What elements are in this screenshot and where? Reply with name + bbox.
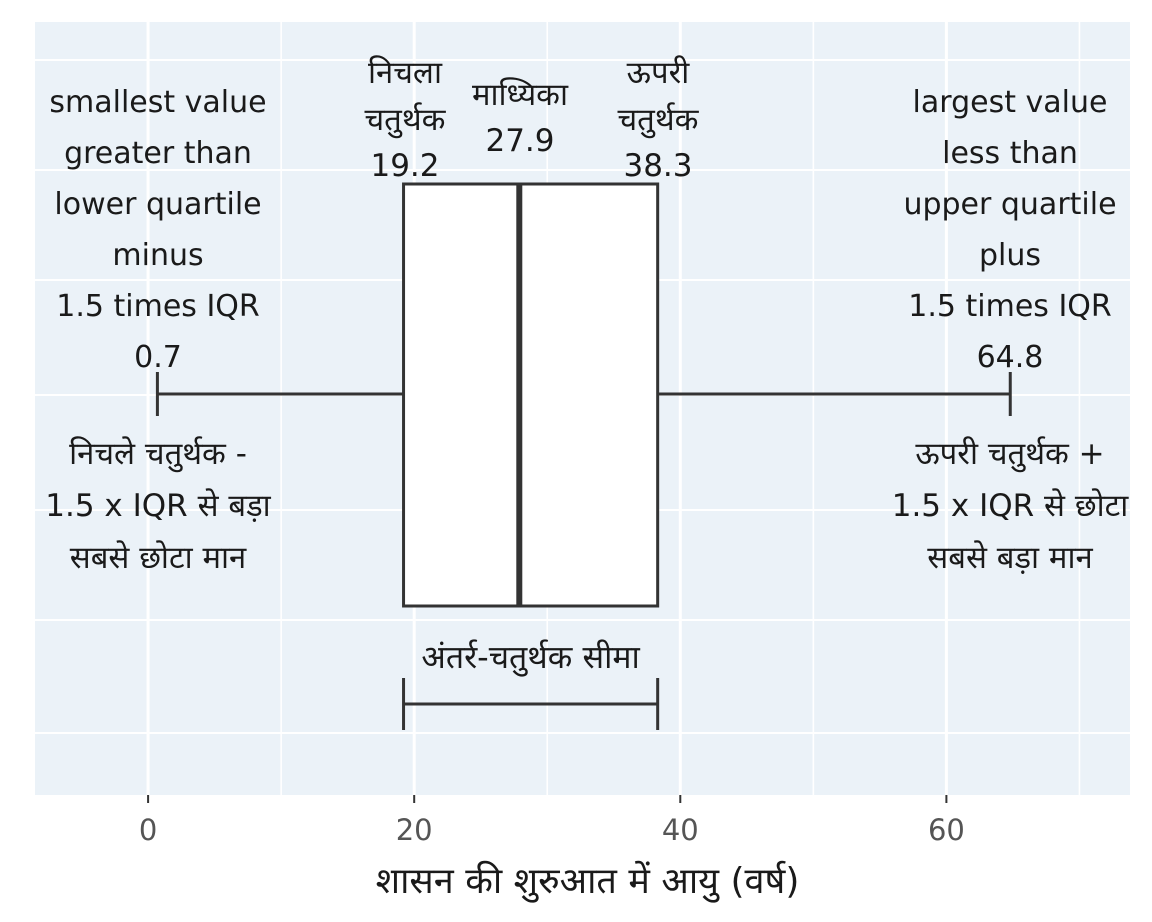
lower-quartile-title: निचला <box>368 55 443 91</box>
lower-whisker-english-line: greater than <box>64 136 252 171</box>
upper-whisker-english-line: less than <box>942 136 1078 171</box>
x-axis-title: शासन की शुरुआत में आयु (वर्ष) <box>376 860 800 903</box>
x-tick-label: 20 <box>396 813 433 847</box>
median-title: माध्यिका <box>472 77 569 113</box>
x-tick-label: 60 <box>928 813 965 847</box>
upper-whisker-hindi-line: 1.5 x IQR से छोटा <box>892 488 1129 524</box>
upper-quartile-title: ऊपरी <box>627 55 691 91</box>
iqr-label: अंतर्र-चतुर्थक सीमा <box>421 638 640 677</box>
x-tick-label: 0 <box>139 813 157 847</box>
median-value: 27.9 <box>485 123 554 159</box>
lower-whisker-english-line: 1.5 times IQR <box>56 289 260 324</box>
upper-whisker-english-line: upper quartile <box>903 187 1116 222</box>
lower-whisker-english-line: minus <box>112 238 203 273</box>
upper-whisker-english-line: plus <box>979 238 1041 273</box>
upper-whisker-hindi-line: ऊपरी चतुर्थक + <box>915 436 1104 473</box>
lower-whisker-value: 0.7 <box>134 340 182 375</box>
upper-quartile-title: चतुर्थक <box>618 102 700 139</box>
lower-whisker-english-line: smallest value <box>49 85 266 120</box>
upper-quartile-value: 38.3 <box>623 148 692 184</box>
lower-quartile-title: चतुर्थक <box>365 102 447 139</box>
upper-whisker-value: 64.8 <box>977 340 1044 375</box>
upper-whisker-english-line: 1.5 times IQR <box>908 289 1112 324</box>
upper-whisker-english-line: largest value <box>913 85 1108 120</box>
lower-whisker-hindi-line: निचले चतुर्थक - <box>69 436 247 473</box>
iqr-box <box>402 182 660 608</box>
lower-whisker-hindi-line: 1.5 x IQR से बड़ा <box>45 488 271 524</box>
upper-whisker-hindi-line: सबसे बड़ा मान <box>927 540 1093 576</box>
lower-whisker-english-line: lower quartile <box>54 187 261 222</box>
lower-whisker-hindi-line: सबसे छोटा मान <box>70 540 247 576</box>
x-tick-label: 40 <box>662 813 699 847</box>
lower-quartile-value: 19.2 <box>370 148 439 184</box>
